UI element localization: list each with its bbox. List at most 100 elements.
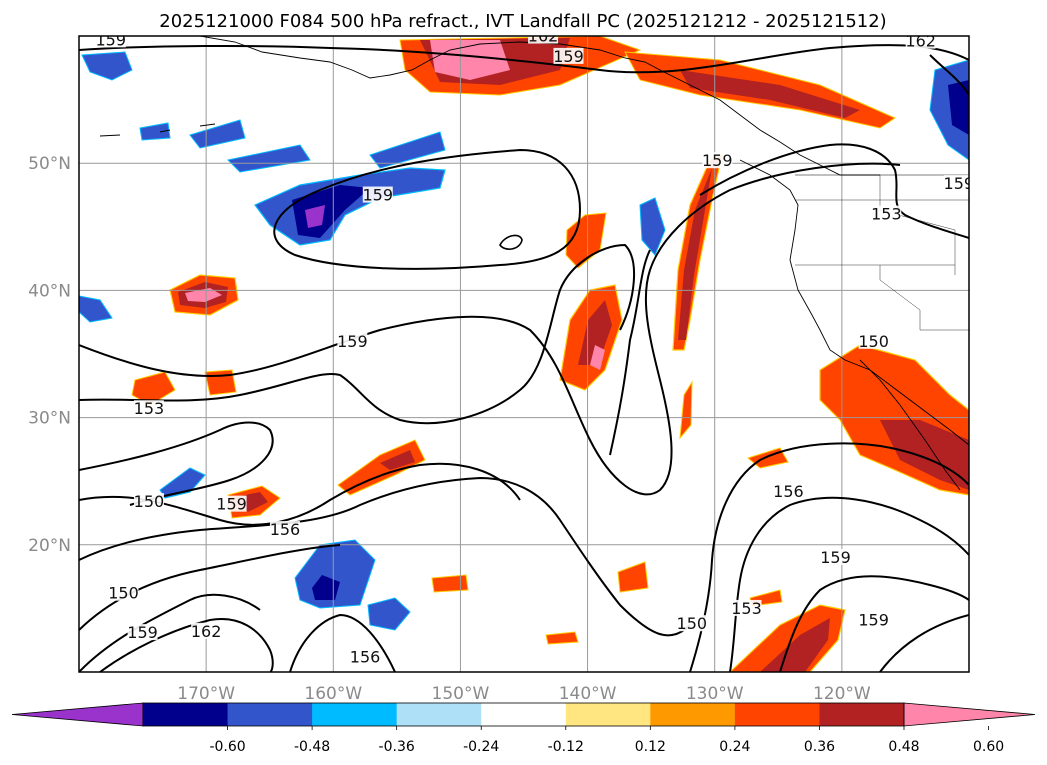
contour-label: 150: [858, 332, 889, 351]
contour-label: 159: [553, 47, 584, 66]
contour-label-bg: [943, 175, 969, 192]
shaded-anomalies: [79, 36, 969, 672]
contour-label-bg: [362, 186, 393, 203]
contour-label-bg: [95, 36, 126, 48]
colorbar-swatch: [227, 703, 313, 726]
contour-label-bg: [553, 47, 584, 64]
positive-anomaly-southeast-3: [545, 631, 579, 645]
negative-anomaly-north-pacific-3: [226, 144, 311, 173]
contour-label: 162: [905, 32, 936, 51]
contour-closed-loop-north: [273, 148, 582, 270]
lat-lon-grid: [79, 36, 969, 672]
negative-anomaly-north-pacific-2: [189, 119, 246, 149]
contour-label: 159: [363, 186, 394, 205]
contour-southeast-3: [879, 614, 969, 672]
colorbar-tick-label: 0.24: [719, 739, 750, 755]
lat-label: 40°N: [28, 281, 71, 301]
contour-label: 156: [270, 520, 301, 539]
contour-label: 159: [944, 174, 975, 193]
positive-anomaly-atmospheric-river-core: [678, 168, 712, 340]
contour-label-bg: [350, 648, 381, 665]
state-border-california-nevada: [879, 265, 969, 331]
lat-label: 30°N: [28, 409, 71, 429]
colorbar-tick-label: -0.60: [209, 739, 245, 755]
contour-label: 159: [820, 548, 851, 567]
contour-label: 159: [96, 30, 127, 49]
positive-anomaly-west-1: [131, 371, 176, 406]
map-title: 2025121000 F084 500 hPa refract., IVT La…: [159, 11, 886, 32]
contour-label: 162: [528, 27, 559, 46]
contour-northeast: [699, 143, 969, 239]
positive-anomaly-coastal-band-core: [680, 70, 860, 118]
contour-label-bg: [820, 549, 851, 566]
contour-label-bg: [108, 584, 139, 601]
bc-coastline: [739, 159, 799, 231]
contour-label-bg: [858, 611, 889, 628]
contour-label: 153: [731, 599, 762, 618]
lon-label: 120°W: [813, 684, 871, 704]
contour-label: 150: [134, 492, 165, 511]
contour-southwest-2: [99, 618, 274, 672]
contour-subtropical-1: [79, 421, 274, 506]
colorbar-extend-min: [11, 702, 144, 727]
contour-label-bg: [191, 622, 222, 639]
negative-anomaly-north-pacific-1: [139, 122, 171, 141]
contour-label: 159: [702, 151, 733, 170]
negative-anomaly-northwest-pacific-peak: [305, 205, 325, 228]
contour-label-bg: [127, 624, 158, 641]
colorbar-extend-max: [903, 702, 1036, 727]
colorbar-swatch: [396, 703, 482, 726]
alaska-coastline: [199, 36, 880, 176]
contour-subtropical-3: [79, 476, 691, 637]
contour-east-edge: [929, 54, 969, 96]
colorbar-swatch: [565, 703, 651, 726]
positive-anomaly-west-2: [204, 369, 237, 396]
negative-anomaly-subtropical-3: [367, 597, 411, 631]
negative-anomaly-northeast-corner-core: [948, 80, 969, 135]
positive-anomaly-subtropical-4: [617, 561, 649, 593]
baja-coastline: [859, 359, 961, 491]
negative-anomaly-west-edge: [79, 295, 113, 323]
contour-label-bg: [905, 36, 936, 49]
positive-anomaly-atmospheric-river-south: [679, 380, 693, 440]
contour-south-central: [289, 613, 396, 672]
contour-label-bg: [773, 482, 804, 499]
contour-label-bg: [731, 599, 762, 616]
colorbar-swatch: [734, 703, 820, 726]
longitude-labels: 170°W 160°W 150°W 140°W 130°W 120°W: [177, 684, 871, 704]
contour-label: 153: [134, 399, 165, 418]
colorbar-swatch: [650, 703, 736, 726]
negative-anomaly-near-45n: [639, 197, 666, 256]
contour-central-pacific: [79, 243, 636, 425]
positive-anomaly-off-california-peak: [590, 345, 605, 370]
contour-southwest-1: [79, 593, 261, 672]
colorbar-frame: [142, 702, 905, 727]
contour-trough-core: [609, 249, 651, 456]
lon-label: 150°W: [432, 684, 490, 704]
colorbar-swatch: [481, 703, 567, 726]
colorbar: -0.60 -0.48 -0.36 -0.24 -0.12 0.12 0.24 0.36 0.4…: [11, 702, 1036, 755]
aleutian-islands: [99, 123, 216, 137]
map-frame: [78, 35, 970, 673]
colorbar-swatch: [312, 703, 398, 726]
us-west-coastline: [789, 229, 969, 446]
colorbar-tick-label: -0.48: [294, 739, 330, 755]
contour-label: 159: [858, 610, 889, 629]
contour-trough-southeast: [689, 442, 969, 672]
contour-label-bg: [858, 332, 889, 349]
contour-label-bg: [133, 400, 164, 417]
contour-label-bg: [216, 495, 247, 512]
contour-label: 150: [677, 614, 708, 633]
contour-label-bg: [676, 615, 707, 632]
contour-trough-west: [79, 162, 901, 496]
contour-label: 153: [871, 205, 902, 224]
positive-anomaly-off-california-core: [578, 300, 612, 365]
lon-label: 130°W: [686, 684, 744, 704]
contour-north-pacific-ridge: [79, 44, 969, 74]
lon-label: 170°W: [177, 684, 235, 704]
colorbar-swatch: [143, 703, 229, 726]
